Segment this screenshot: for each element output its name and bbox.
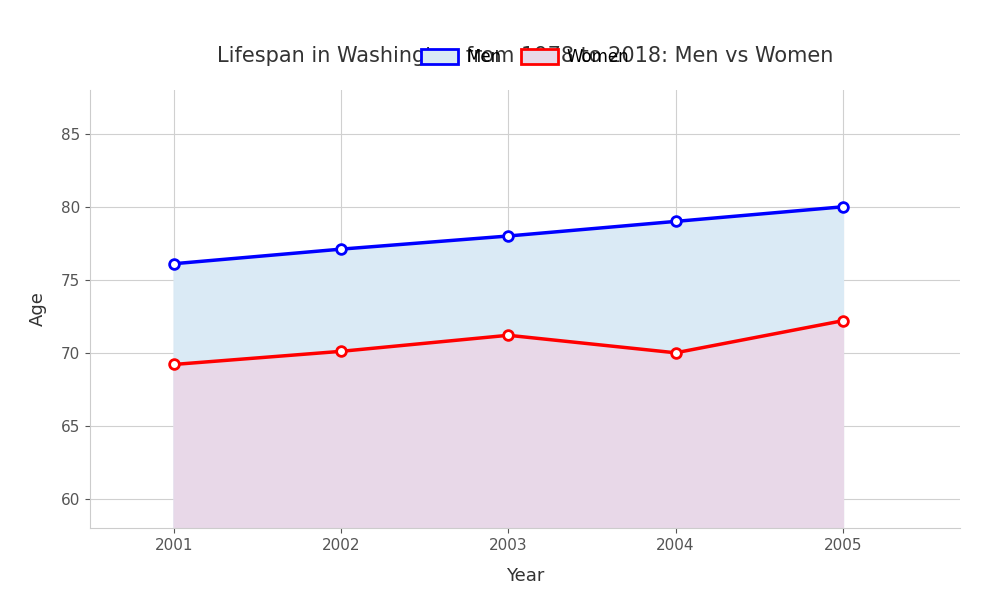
Y-axis label: Age: Age bbox=[29, 292, 47, 326]
X-axis label: Year: Year bbox=[506, 566, 544, 584]
Title: Lifespan in Washington from 1978 to 2018: Men vs Women: Lifespan in Washington from 1978 to 2018… bbox=[217, 46, 833, 66]
Legend: Men, Women: Men, Women bbox=[414, 41, 636, 73]
